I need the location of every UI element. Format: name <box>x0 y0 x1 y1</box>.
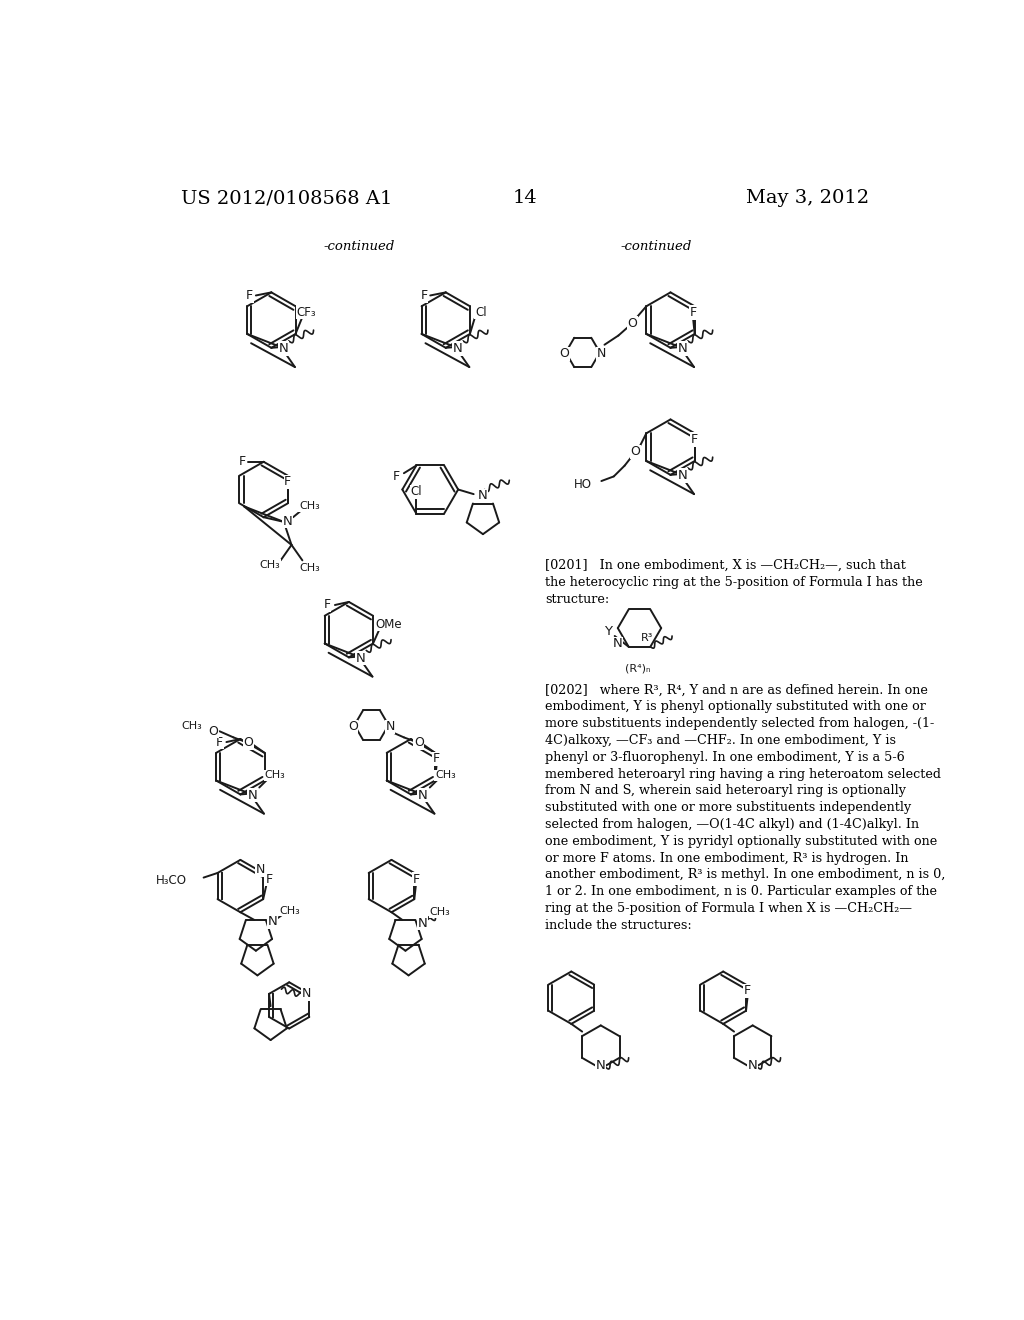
Text: -continued: -continued <box>324 240 394 253</box>
Text: N: N <box>453 342 463 355</box>
Text: F: F <box>433 752 440 766</box>
Text: H₃CO: H₃CO <box>156 874 186 887</box>
Text: May 3, 2012: May 3, 2012 <box>745 190 869 207</box>
Text: F: F <box>392 470 399 483</box>
Text: Cl: Cl <box>411 486 422 499</box>
Text: N: N <box>356 652 366 665</box>
Text: F: F <box>239 455 246 469</box>
Text: F: F <box>691 433 698 446</box>
Text: US 2012/0108568 A1: US 2012/0108568 A1 <box>180 190 392 207</box>
Text: Y: Y <box>604 624 612 638</box>
Text: N: N <box>385 721 395 733</box>
Text: HO: HO <box>574 478 592 491</box>
Text: N: N <box>301 987 311 1001</box>
Text: N: N <box>418 788 428 801</box>
Text: F: F <box>689 306 696 319</box>
Text: N: N <box>748 1059 758 1072</box>
Text: [0201]   In one embodiment, X is —CH₂CH₂—, such that
the heterocyclic ring at th: [0201] In one embodiment, X is —CH₂CH₂—,… <box>545 558 923 606</box>
Text: N: N <box>268 915 278 928</box>
Text: O: O <box>244 737 253 750</box>
Text: O: O <box>631 445 640 458</box>
Text: F: F <box>285 475 292 488</box>
Text: N: N <box>596 1059 605 1072</box>
Text: F: F <box>216 735 223 748</box>
Text: N: N <box>255 863 265 876</box>
Text: CH₃: CH₃ <box>259 560 281 570</box>
Text: 14: 14 <box>512 190 538 207</box>
Text: CH₃: CH₃ <box>181 721 202 731</box>
Text: CH₃: CH₃ <box>280 906 300 916</box>
Text: N: N <box>248 788 257 801</box>
Text: F: F <box>421 289 428 302</box>
Text: N: N <box>279 342 288 355</box>
Text: F: F <box>324 598 331 611</box>
Text: CH₃: CH₃ <box>299 502 319 511</box>
Text: F: F <box>246 289 253 302</box>
Text: O: O <box>559 347 569 360</box>
Text: F: F <box>744 985 752 998</box>
Text: R³: R³ <box>641 632 653 643</box>
Text: CH₃: CH₃ <box>300 564 321 573</box>
Text: N: N <box>283 515 293 528</box>
Text: (R⁴)ₙ: (R⁴)ₙ <box>626 664 650 673</box>
Text: O: O <box>209 725 218 738</box>
Text: [0202]   where R³, R⁴, Y and n are as defined herein. In one
embodiment, Y is ph: [0202] where R³, R⁴, Y and n are as defi… <box>545 684 945 932</box>
Text: CH₃: CH₃ <box>429 907 450 917</box>
Text: CF₃: CF₃ <box>297 306 316 319</box>
Text: CH₃: CH₃ <box>435 770 456 780</box>
Text: O: O <box>628 317 637 330</box>
Text: N: N <box>477 490 487 502</box>
Text: N: N <box>678 342 687 355</box>
Text: O: O <box>348 721 357 733</box>
Text: -continued: -continued <box>621 240 692 253</box>
Text: F: F <box>266 873 273 886</box>
Text: N: N <box>612 638 623 651</box>
Text: F: F <box>413 873 420 886</box>
Text: O: O <box>414 737 424 750</box>
Text: CH₃: CH₃ <box>264 770 285 780</box>
Text: OMe: OMe <box>375 618 401 631</box>
Text: N: N <box>597 347 606 360</box>
Text: N: N <box>678 469 687 482</box>
Text: N: N <box>418 916 427 929</box>
Text: Cl: Cl <box>475 306 486 319</box>
